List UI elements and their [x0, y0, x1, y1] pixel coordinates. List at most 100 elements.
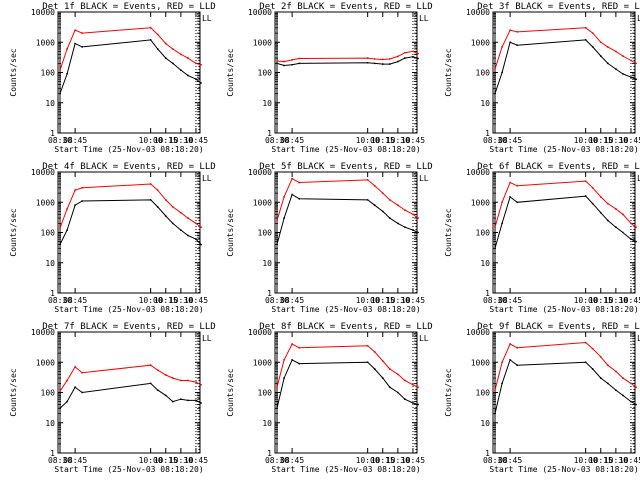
series-line-lld [276, 50, 419, 63]
data-point [635, 62, 637, 65]
series-line-events [276, 359, 419, 409]
data-point [381, 360, 384, 362]
data-point [516, 364, 519, 367]
x-axis-label: Start Time (25-Nov-03 08:18:20) [54, 305, 203, 314]
data-point [373, 58, 376, 60]
x-tick-label: 08:30 [48, 136, 72, 145]
x-tick-label: 10:30 [386, 456, 410, 465]
series-line-events [59, 382, 202, 409]
data-point [298, 197, 301, 200]
x-axis-label: Start Time (25-Nov-03 08:18:20) [489, 145, 638, 154]
data-point [179, 69, 182, 72]
x-tick-label: 10:45 [401, 296, 425, 305]
series-line-events [494, 195, 637, 249]
y-axis-label: Counts/sec [9, 48, 18, 96]
data-point [164, 374, 167, 376]
data-point [388, 386, 391, 389]
data-point [156, 389, 159, 392]
data-point [622, 394, 624, 397]
data-point [366, 57, 369, 59]
data-point [59, 243, 61, 246]
data-point [291, 177, 294, 180]
corner-label: LL [637, 14, 640, 23]
data-point [381, 58, 384, 61]
data-point [635, 226, 637, 229]
data-point [622, 213, 624, 216]
data-point [412, 402, 414, 404]
data-point [381, 192, 384, 195]
data-point [149, 364, 152, 367]
data-point [630, 76, 632, 79]
detector-panel-4: Det 4f BLACK = Events, RED = LLD 1 10 100 10… [9, 162, 216, 314]
y-axis-label: Counts/sec [444, 48, 453, 96]
x-tick-label: 10:15 [371, 296, 395, 305]
data-point [187, 379, 189, 382]
data-point [509, 29, 512, 32]
data-point [195, 222, 197, 225]
data-point [417, 403, 419, 406]
y-axis-label: Counts/sec [9, 368, 18, 416]
data-point [501, 361, 503, 364]
data-point [630, 238, 632, 241]
data-point [366, 61, 369, 64]
panel-title: Det 7f BLACK = Events, RED = LLD [42, 322, 215, 332]
data-point [591, 32, 594, 35]
data-point [291, 343, 294, 345]
x-tick-label: 10:00 [139, 136, 163, 145]
panel-title: Det 8f BLACK = Events, RED = LLD [259, 322, 432, 332]
series-line-events [276, 56, 419, 67]
plot-frame [274, 331, 418, 454]
data-point [283, 377, 285, 379]
data-point [298, 362, 301, 365]
data-point [584, 38, 587, 41]
x-tick-label: 10:30 [169, 296, 193, 305]
series-line-lld [59, 364, 202, 392]
y-tick-label: 100 [41, 69, 56, 78]
data-point [501, 201, 503, 204]
panel-title: Det 6f BLACK = Events, RED = LLD [477, 162, 640, 172]
data-point [388, 58, 391, 60]
y-tick-label: 10 [45, 99, 55, 108]
x-tick-label: 10:15 [371, 456, 395, 465]
data-point [283, 358, 285, 361]
data-point [417, 217, 419, 219]
data-point [417, 386, 419, 389]
data-point [373, 62, 376, 65]
data-point [291, 358, 294, 361]
plot-frame [492, 11, 636, 134]
data-point [381, 377, 384, 379]
y-tick-label: 1000 [36, 38, 55, 47]
data-point [494, 226, 496, 229]
y-tick-label: 10 [262, 259, 272, 268]
x-tick-label: 10:30 [169, 456, 193, 465]
y-tick-label: 100 [258, 69, 273, 78]
y-tick-label: 10000 [31, 168, 55, 177]
data-point [276, 60, 278, 62]
x-tick-label: 10:45 [401, 456, 425, 465]
series-line-events [494, 359, 637, 414]
data-point [501, 222, 503, 225]
plot-frame [57, 171, 201, 294]
data-point [494, 247, 496, 250]
data-point [187, 57, 189, 59]
data-point [622, 55, 624, 57]
x-tick-label: 08:45 [63, 136, 87, 145]
y-tick-label: 10 [262, 99, 272, 108]
data-point [156, 48, 159, 50]
data-point [622, 231, 624, 234]
data-point [606, 219, 609, 222]
x-tick-label: 08:45 [280, 136, 304, 145]
panel-title: Det 2f BLACK = Events, RED = LLD [259, 2, 432, 12]
corner-label: LL [202, 334, 212, 343]
data-point [276, 386, 278, 389]
y-tick-label: 10 [480, 419, 490, 428]
x-axis-label: Start Time (25-Nov-03 08:18:20) [489, 465, 638, 474]
data-point [516, 44, 519, 47]
series-line-lld [59, 27, 202, 71]
data-point [404, 398, 406, 401]
data-point [599, 41, 602, 44]
detector-panel-7: Det 7f BLACK = Events, RED = LLD 1 10 100 10… [9, 322, 216, 474]
data-point [501, 382, 503, 385]
y-tick-label: 1 [485, 449, 490, 458]
